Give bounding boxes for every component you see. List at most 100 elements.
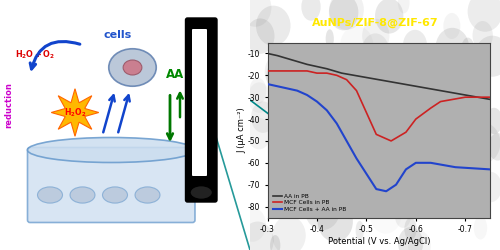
Ellipse shape (248, 82, 270, 113)
Ellipse shape (302, 0, 320, 21)
FancyBboxPatch shape (28, 148, 195, 222)
Ellipse shape (444, 13, 460, 39)
Ellipse shape (471, 179, 483, 201)
Ellipse shape (251, 102, 275, 133)
Ellipse shape (452, 158, 466, 181)
Ellipse shape (297, 129, 328, 166)
Ellipse shape (238, 208, 266, 242)
FancyBboxPatch shape (186, 18, 217, 202)
Y-axis label: J (μA cm⁻²): J (μA cm⁻²) (237, 107, 246, 153)
Ellipse shape (329, 0, 358, 30)
Ellipse shape (468, 0, 500, 32)
Ellipse shape (374, 60, 400, 94)
Ellipse shape (409, 98, 420, 118)
Ellipse shape (435, 185, 458, 216)
Ellipse shape (400, 82, 408, 101)
Ellipse shape (246, 18, 274, 54)
Ellipse shape (408, 230, 431, 250)
Ellipse shape (284, 63, 303, 91)
Ellipse shape (480, 172, 500, 202)
Ellipse shape (28, 138, 195, 162)
Ellipse shape (270, 235, 280, 250)
Ellipse shape (403, 30, 427, 62)
Ellipse shape (239, 0, 272, 27)
Text: cells: cells (104, 30, 132, 40)
Ellipse shape (272, 216, 306, 250)
Ellipse shape (318, 201, 353, 242)
Ellipse shape (294, 150, 324, 187)
Legend: AA in PB, MCF Cells in PB, MCF Cells + AA in PB: AA in PB, MCF Cells in PB, MCF Cells + A… (270, 191, 348, 214)
Ellipse shape (250, 78, 266, 104)
Ellipse shape (362, 34, 389, 68)
FancyBboxPatch shape (192, 29, 207, 176)
Ellipse shape (444, 168, 458, 191)
Ellipse shape (135, 187, 160, 203)
Ellipse shape (329, 0, 364, 30)
Ellipse shape (375, 0, 404, 34)
Polygon shape (51, 89, 99, 136)
Ellipse shape (464, 122, 500, 164)
Ellipse shape (328, 75, 355, 109)
Ellipse shape (374, 46, 388, 69)
Ellipse shape (307, 134, 340, 173)
Ellipse shape (109, 49, 156, 86)
Ellipse shape (364, 105, 384, 134)
Ellipse shape (428, 47, 437, 67)
Ellipse shape (242, 222, 274, 250)
Ellipse shape (426, 170, 434, 189)
Ellipse shape (266, 59, 292, 92)
Ellipse shape (462, 38, 474, 60)
Ellipse shape (397, 197, 406, 218)
Ellipse shape (276, 116, 285, 136)
Ellipse shape (472, 21, 493, 50)
Ellipse shape (486, 108, 500, 134)
Ellipse shape (102, 187, 128, 203)
Ellipse shape (335, 51, 343, 70)
Ellipse shape (362, 19, 390, 53)
Ellipse shape (296, 64, 326, 100)
Ellipse shape (284, 158, 308, 190)
Ellipse shape (457, 81, 474, 108)
X-axis label: Potential (V vs. Ag/AgCl): Potential (V vs. Ag/AgCl) (328, 237, 430, 246)
Ellipse shape (264, 53, 295, 90)
Ellipse shape (421, 58, 450, 94)
Ellipse shape (418, 136, 430, 159)
Ellipse shape (356, 221, 364, 240)
Ellipse shape (247, 118, 271, 149)
Ellipse shape (38, 187, 62, 203)
Ellipse shape (439, 191, 447, 210)
Ellipse shape (304, 189, 340, 230)
Ellipse shape (422, 95, 448, 128)
Text: AuNPs/ZIF-8@ZIF-67: AuNPs/ZIF-8@ZIF-67 (312, 18, 438, 28)
Ellipse shape (488, 133, 500, 160)
Text: reduction: reduction (4, 82, 14, 128)
Ellipse shape (436, 108, 461, 140)
Ellipse shape (463, 152, 482, 179)
Ellipse shape (70, 187, 95, 203)
Ellipse shape (318, 51, 344, 84)
Ellipse shape (474, 36, 500, 77)
Ellipse shape (123, 60, 142, 75)
Ellipse shape (436, 28, 469, 67)
Text: $\mathbf{H_2O_2}$: $\mathbf{H_2O_2}$ (64, 106, 86, 119)
Ellipse shape (447, 164, 458, 184)
Ellipse shape (404, 156, 427, 188)
Ellipse shape (256, 6, 290, 46)
Ellipse shape (316, 102, 345, 138)
Ellipse shape (331, 163, 364, 201)
Ellipse shape (190, 186, 212, 200)
Ellipse shape (404, 218, 416, 240)
Text: AA: AA (166, 68, 184, 82)
Ellipse shape (336, 74, 357, 104)
Ellipse shape (474, 216, 487, 240)
Ellipse shape (398, 0, 409, 14)
Ellipse shape (374, 54, 401, 88)
Ellipse shape (398, 227, 423, 250)
Ellipse shape (320, 48, 354, 88)
Ellipse shape (349, 184, 360, 205)
Ellipse shape (366, 120, 380, 143)
Ellipse shape (340, 26, 374, 65)
Ellipse shape (326, 29, 334, 48)
Text: $\mathbf{H_2O + O_2}$: $\mathbf{H_2O + O_2}$ (15, 49, 55, 61)
Ellipse shape (395, 202, 411, 228)
